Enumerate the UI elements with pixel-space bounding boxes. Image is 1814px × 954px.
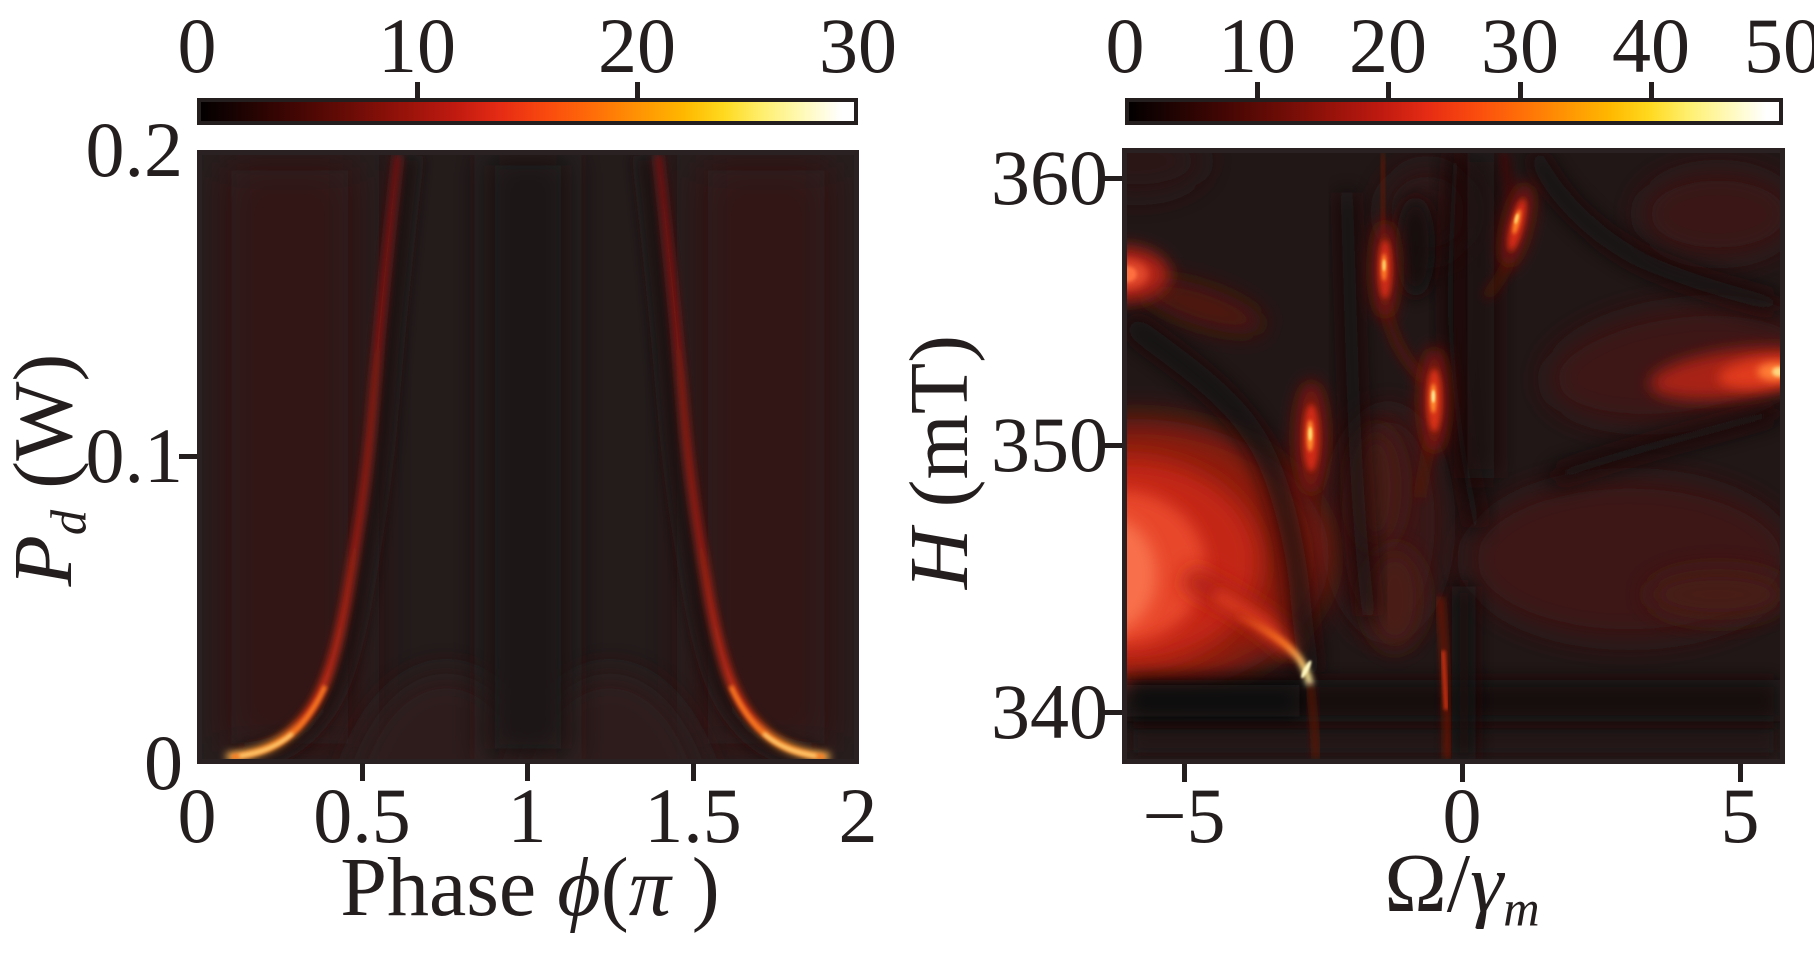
right-colorbar-tick — [1255, 82, 1260, 98]
right-x-tick — [1738, 764, 1743, 782]
right-y-tick-label: 360 — [991, 134, 1108, 221]
right-colorbar-tick-label: 0 — [1105, 2, 1145, 89]
P-subscript-d: d — [40, 509, 97, 536]
left-x-tick-label: 1.5 — [644, 772, 742, 859]
left-colorbar-tick-label: 10 — [378, 2, 456, 89]
left-colorbar — [197, 98, 858, 125]
right-colorbar-tick — [1518, 82, 1523, 98]
right-heatmap-canvas — [1127, 153, 1780, 759]
right-x-axis-label: Ω/γm — [1384, 842, 1539, 934]
right-y-axis-label: H (mT) — [893, 335, 986, 589]
left-x-tick — [360, 763, 365, 781]
right-y-tick-label: 340 — [991, 668, 1108, 755]
right-y-tick — [1104, 176, 1122, 181]
right-colorbar-tick — [1649, 82, 1654, 98]
right-x-tick-label: 0 — [1442, 772, 1482, 859]
right-colorbar-tick-label: 30 — [1481, 2, 1559, 89]
left-colorbar-tick-label: 20 — [598, 2, 676, 89]
left-x-tick-label: 0 — [177, 772, 217, 859]
watt-unit: (W) — [0, 353, 91, 510]
left-y-axis-label: Pd (W) — [0, 353, 97, 587]
left-x-axis-label-word: Phase — [340, 841, 558, 934]
left-x-tick-label: 2 — [838, 772, 878, 859]
right-x-tick-label: 5 — [1720, 772, 1760, 859]
left-x-tick-label: 0.5 — [313, 772, 411, 859]
left-colorbar-tick-label: 0 — [177, 2, 217, 89]
right-y-tick — [1104, 710, 1122, 715]
right-colorbar-tick-label: 40 — [1612, 2, 1690, 89]
left-y-tick-label: 0 — [144, 719, 183, 806]
left-colorbar-tick — [415, 82, 420, 98]
right-x-tick-label: −5 — [1142, 772, 1226, 859]
right-colorbar-tick-label: 10 — [1218, 2, 1296, 89]
paren-close: ) — [670, 841, 720, 934]
right-x-tick — [1182, 764, 1187, 782]
right-heatmap — [1122, 148, 1785, 764]
left-x-tick — [525, 763, 530, 781]
P-symbol: P — [0, 535, 91, 587]
left-colorbar-tick — [635, 82, 640, 98]
pi-symbol: π — [628, 841, 671, 934]
millitesla-unit: (mT) — [893, 334, 986, 529]
gamma-subscript-m: m — [1503, 880, 1540, 937]
paren-open: ( — [600, 841, 629, 934]
left-y-tick-label: 0.1 — [85, 412, 184, 499]
left-x-tick-label: 1 — [507, 772, 547, 859]
gamma-symbol: γ — [1470, 837, 1504, 931]
left-y-tick-label: 0.2 — [85, 106, 184, 193]
right-y-tick-label: 350 — [991, 401, 1108, 488]
left-x-tick — [691, 763, 696, 781]
H-symbol: H — [893, 528, 986, 590]
right-colorbar-tick-label: 50 — [1744, 2, 1814, 89]
omega-symbol: Ω — [1384, 837, 1447, 931]
right-x-tick — [1460, 764, 1465, 782]
left-y-tick — [179, 454, 197, 459]
right-colorbar-tick-label: 20 — [1349, 2, 1427, 89]
left-colorbar-tick-label: 30 — [819, 2, 897, 89]
right-y-tick — [1104, 443, 1122, 448]
left-heatmap-canvas — [202, 155, 854, 759]
left-x-axis-label: Phase ϕ(π ) — [340, 846, 720, 930]
slash: / — [1446, 837, 1471, 931]
right-colorbar-tick — [1386, 82, 1391, 98]
right-colorbar — [1125, 98, 1783, 125]
left-heatmap — [197, 150, 859, 764]
phi-symbol: ϕ — [557, 841, 601, 934]
